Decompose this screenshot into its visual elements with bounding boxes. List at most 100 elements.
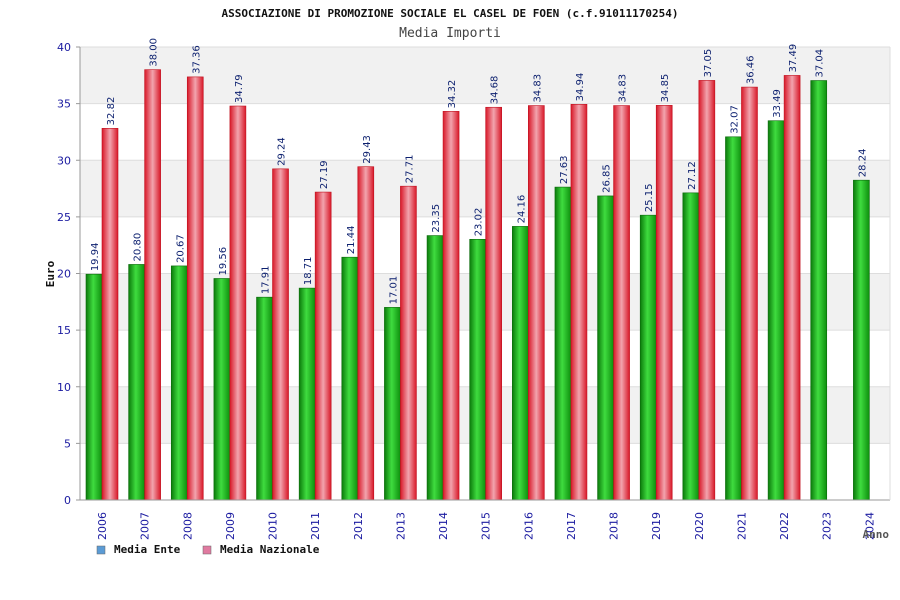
bar-media-nazionale-2021	[741, 86, 758, 501]
bar-value-label: 27.12	[687, 161, 698, 190]
x-axis-label: Anno	[863, 528, 890, 541]
bar-value-label: 34.94	[575, 73, 586, 102]
bar-media-ente-2023	[810, 80, 828, 501]
bar-media-ente-2022	[767, 120, 785, 501]
x-tick-label-2008: 2008	[181, 512, 194, 540]
x-tick-label-2009: 2009	[224, 512, 237, 540]
y-tick-label: 30	[57, 154, 71, 167]
bar-value-label: 28.24	[857, 149, 868, 178]
x-tick-labels: 2006 2007 2008 2009 2010 2011 2012 2013 2014 2015…	[96, 512, 876, 540]
bar-value-label: 25.15	[644, 184, 655, 213]
bar-media-ente-2016	[512, 226, 529, 501]
bar-media-nazionale-2017	[570, 104, 588, 501]
bar-media-ente-2017	[554, 186, 572, 501]
y-tick-labels: 0 5 10 15 20 25 30 35 40	[57, 41, 80, 507]
bar-value-label: 27.71	[404, 155, 415, 184]
bar-value-label: 27.63	[559, 155, 570, 184]
bar-media-ente-2010	[256, 296, 273, 501]
bar-media-nazionale-2008	[186, 76, 204, 501]
bar-value-label: 32.82	[106, 97, 117, 126]
bar-value-label: 33.49	[772, 89, 783, 118]
bar-media-nazionale-2006	[101, 128, 119, 501]
bar-media-ente-2015	[469, 238, 486, 501]
bar-value-label: 27.19	[319, 160, 330, 189]
bar-value-label: 34.83	[532, 74, 543, 103]
y-tick-label: 0	[64, 494, 71, 507]
x-tick-label-2022: 2022	[778, 512, 791, 540]
y-tick-label: 10	[57, 381, 71, 394]
bar-value-label: 26.85	[602, 164, 613, 193]
x-tick-label-2013: 2013	[394, 512, 407, 540]
x-tick-label-2024: 2024	[863, 512, 876, 540]
bar-value-label: 37.49	[788, 44, 799, 73]
bar-media-ente-2021	[725, 136, 742, 501]
x-tick-label-2018: 2018	[608, 512, 621, 540]
x-tick-label-2014: 2014	[437, 512, 450, 540]
bar-media-ente-2008	[170, 265, 188, 501]
bar-value-label: 34.32	[447, 80, 458, 109]
bar-value-label: 19.94	[90, 243, 101, 272]
bar-media-nazionale-2022	[783, 75, 801, 501]
bar-value-label: 37.36	[191, 45, 202, 74]
bar-media-nazionale-2019	[655, 105, 673, 501]
bar-media-nazionale-2010	[272, 168, 289, 501]
bar-media-nazionale-2007	[144, 69, 161, 501]
x-tick-label-2010: 2010	[267, 512, 280, 540]
bar-value-label: 20.80	[133, 233, 144, 262]
x-tick-label-2020: 2020	[693, 512, 706, 540]
bar-media-nazionale-2020	[698, 80, 716, 501]
bar-value-label: 34.85	[660, 74, 671, 103]
bar-media-nazionale-2018	[613, 105, 630, 501]
y-tick-label: 35	[57, 98, 71, 111]
bar-value-label: 17.01	[388, 276, 399, 305]
legend-label-media-ente: Media Ente	[114, 543, 181, 556]
legend-label-media-nazionale: Media Nazionale	[220, 543, 320, 556]
x-tick-label-2007: 2007	[139, 512, 152, 540]
bar-value-label: 21.44	[346, 226, 357, 255]
bar-value-label: 17.91	[261, 266, 272, 295]
y-tick-label: 15	[57, 324, 71, 337]
bar-media-ente-2024	[853, 179, 870, 501]
bar-value-label: 34.83	[618, 74, 629, 103]
bar-media-nazionale-2009	[229, 105, 247, 501]
legend-swatch-media-nazionale	[202, 545, 212, 555]
bar-value-labels: 19.94 20.80 20.67 19.56 17.91 18.71 21.44 17.01…	[90, 38, 868, 304]
y-tick-label: 40	[57, 41, 71, 54]
x-tick-label-2012: 2012	[352, 512, 365, 540]
bar-media-ente-2012	[341, 256, 359, 501]
y-tick-label: 25	[57, 211, 71, 224]
bar-media-ente-2009	[213, 278, 231, 501]
bar-value-label: 37.04	[815, 49, 826, 78]
legend-swatch-media-ente	[96, 545, 106, 555]
x-tick-label-2006: 2006	[96, 512, 109, 540]
x-tick-label-2017: 2017	[565, 512, 578, 540]
bar-media-ente-2019	[639, 214, 657, 501]
chart-subtitle: Media Importi	[399, 26, 501, 41]
bar-media-ente-2020	[682, 192, 700, 501]
x-tick-label-2021: 2021	[735, 512, 748, 540]
bar-value-label: 29.24	[277, 137, 288, 166]
bar-value-label: 34.68	[490, 76, 501, 105]
bar-media-nazionale-2011	[314, 191, 332, 501]
bar-value-label: 34.79	[234, 74, 245, 103]
bar-value-label: 18.71	[303, 256, 314, 285]
bar-media-nazionale-2014	[442, 111, 460, 501]
bar-value-label: 23.02	[474, 208, 485, 237]
x-tick-label-2011: 2011	[309, 512, 322, 540]
bar-value-label: 32.07	[729, 105, 740, 134]
bar-media-ente-2014	[426, 235, 444, 501]
x-tick-label-2016: 2016	[522, 512, 535, 540]
x-tick-label-2019: 2019	[650, 512, 663, 540]
bar-media-ente-2007	[128, 264, 145, 501]
x-tick-label-2023: 2023	[821, 512, 834, 540]
bar-media-nazionale-2012	[357, 166, 375, 501]
bar-value-label: 24.16	[516, 195, 527, 224]
legend: Media Ente Media Nazionale	[96, 543, 320, 556]
y-axis-label: Euro	[44, 260, 57, 287]
bar-value-label: 19.56	[218, 247, 229, 276]
chart-title: ASSOCIAZIONE DI PROMOZIONE SOCIALE EL CA…	[222, 7, 679, 20]
bar-media-nazionale-2013	[400, 185, 417, 501]
bar-media-ente-2011	[298, 287, 316, 501]
bar-media-nazionale-2016	[528, 105, 545, 501]
